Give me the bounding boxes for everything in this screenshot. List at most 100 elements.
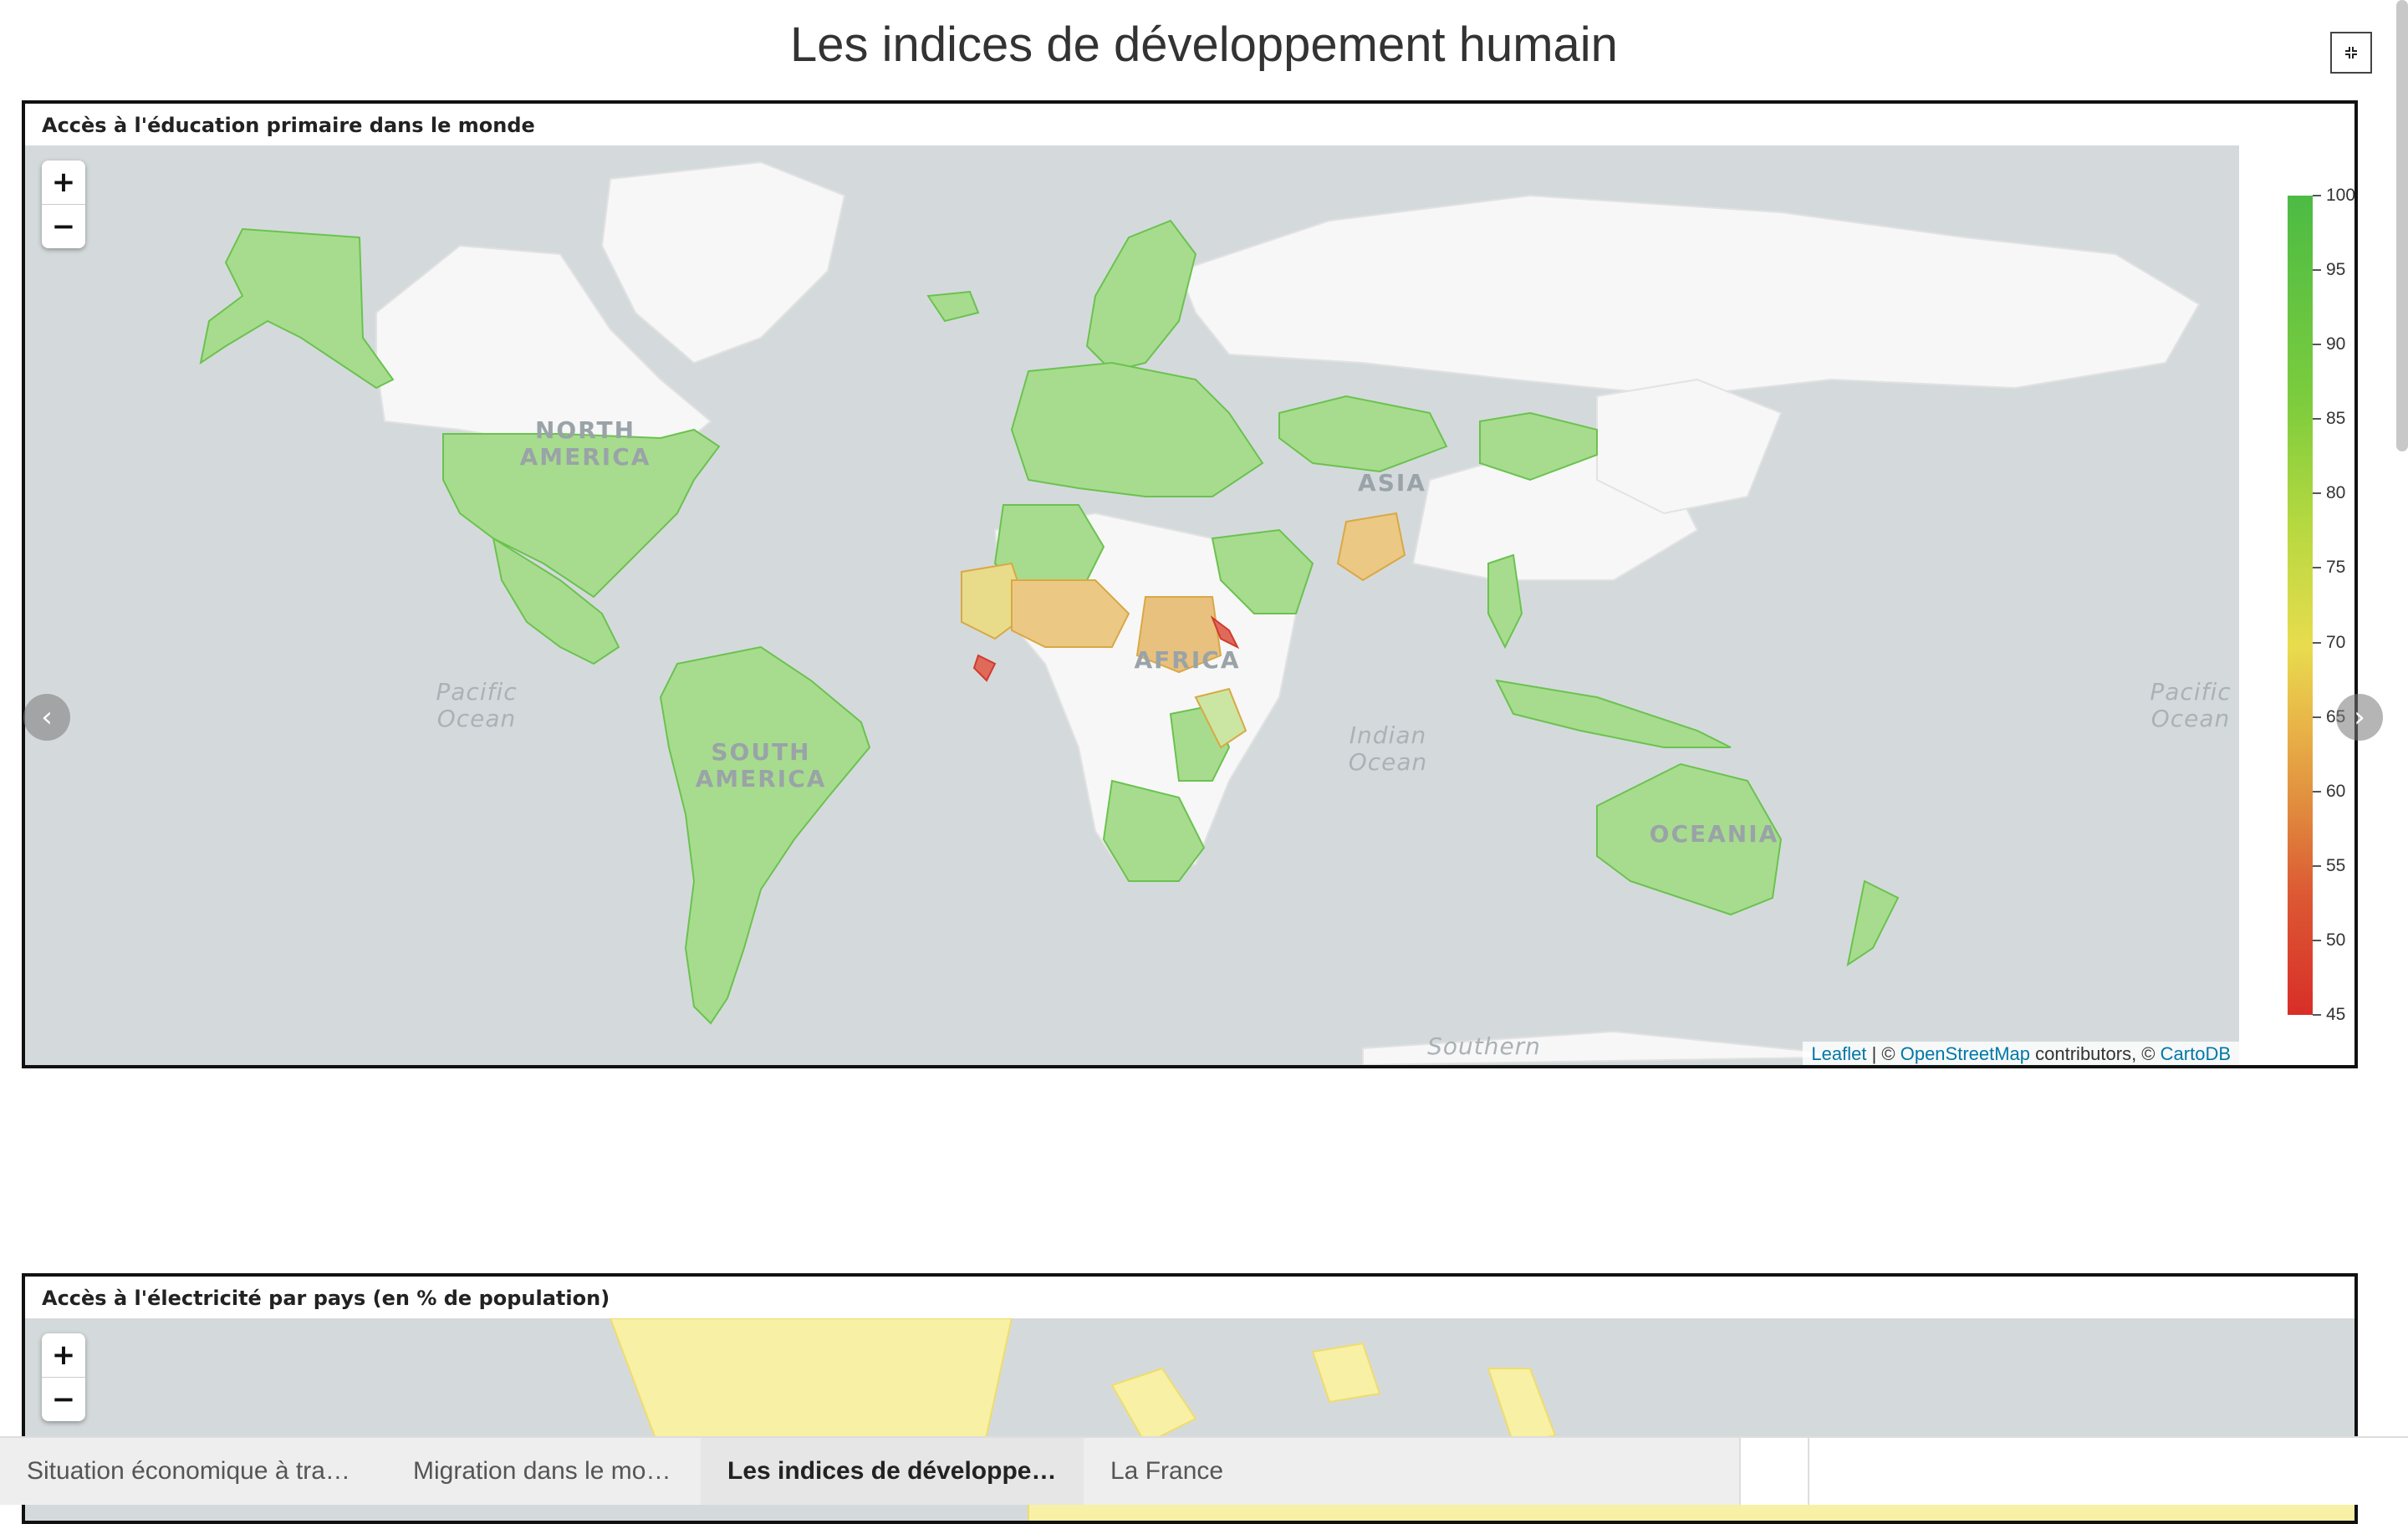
leaflet-link[interactable]: Leaflet [1811, 1043, 1867, 1064]
world-map-svg [199, 161, 2201, 1065]
tab-indices-developpement[interactable]: Les indices de développeme… [701, 1438, 1084, 1505]
legend-label: 60 [2326, 781, 2346, 801]
continent-label-south-america: SOUTH AMERICA [677, 739, 844, 793]
scandinavia-shape [1085, 219, 1197, 373]
tab-situation-economique[interactable]: Situation économique à trave… [27, 1457, 377, 1485]
zoom-out-button-2[interactable]: − [42, 1377, 85, 1421]
legend-tick [2313, 344, 2321, 346]
zoom-control: + − [42, 161, 85, 248]
label-line: Ocean [2150, 705, 2231, 732]
label-line: Pacific [2150, 678, 2232, 706]
tab-bar-empty-area [1739, 1438, 2408, 1505]
attribution-contrib: contributors, © [2030, 1043, 2161, 1064]
label-line: Ocean [1348, 748, 1428, 776]
zoom-in-button[interactable]: + [51, 166, 76, 199]
attribution-sep: | © [1866, 1043, 1900, 1064]
map-attribution: Leaflet | © OpenStreetMap contributors, … [1803, 1042, 2239, 1065]
legend-tick [2313, 567, 2321, 569]
china-shape [1596, 378, 1783, 515]
zoom-out-button[interactable]: − [42, 204, 85, 248]
zoom-control-2: + − [42, 1333, 85, 1421]
indonesia-shape [1495, 679, 1732, 748]
chevron-right-icon[interactable]: › [2336, 694, 2383, 741]
legend-tick [2313, 641, 2321, 644]
label-line: AMERICA [695, 765, 827, 793]
collapse-glyph [2345, 47, 2357, 59]
legend-tick [2313, 269, 2321, 272]
legend-label: 50 [2326, 930, 2346, 950]
legend-tick [2313, 418, 2321, 421]
label-line: Pacific [436, 678, 518, 706]
tab-migration[interactable]: Migration dans le monde [413, 1457, 688, 1485]
mali-niger-shape [1011, 579, 1130, 648]
label-line: Indian [1349, 721, 1427, 749]
tab-la-france[interactable]: La France [1110, 1457, 1224, 1485]
ocean-label-southern: Southern [1427, 1032, 1541, 1060]
color-legend: 1009590858075706560555045 [2258, 154, 2354, 1065]
tab-bar: Situation économique à trave… Migration … [0, 1436, 2408, 1505]
europe-shape [1010, 361, 1264, 497]
continent-label-africa: AFRICA [1134, 646, 1241, 674]
cartodb-link[interactable]: CartoDB [2160, 1043, 2231, 1064]
legend-label: 70 [2326, 632, 2346, 652]
iceland-shape [926, 290, 980, 323]
se-asia-shape [1487, 553, 1523, 650]
eritrea-shape [1210, 615, 1240, 650]
kazakhstan-shape [1278, 395, 1448, 473]
legend-label: 75 [2326, 558, 2346, 578]
zoom-in-button-2[interactable]: + [51, 1338, 76, 1372]
ocean-label-pacific-left: Pacific Ocean [401, 679, 552, 732]
new-zealand-shape [1846, 879, 1900, 967]
legend-tick [2313, 195, 2321, 196]
central-africa-light-shape [1194, 687, 1247, 749]
panel-title-electricity: Accès à l'électricité par pays (en % de … [42, 1287, 610, 1310]
legend-label: 100 [2326, 186, 2356, 205]
mongolia-shape [1479, 411, 1598, 482]
legend-tick [2313, 716, 2321, 718]
australia-shape [1596, 762, 1783, 916]
legend-label: 85 [2326, 409, 2346, 429]
legend-tick [2313, 492, 2321, 495]
label-line: NORTH [534, 416, 636, 444]
panel-title-education: Accès à l'éducation primaire dans le mon… [42, 114, 535, 137]
arctic-island-2-shape [1311, 1342, 1381, 1404]
continent-label-oceania: OCEANIA [1649, 820, 1779, 848]
continent-label-asia: ASIA [1358, 469, 1426, 497]
page-title: Les indices de développement humain [790, 18, 1618, 72]
legend-tick [2313, 790, 2321, 793]
ocean-label-indian: Indian Ocean [1313, 722, 1463, 776]
osm-link[interactable]: OpenStreetMap [1900, 1043, 2031, 1064]
legend-label: 95 [2326, 260, 2346, 280]
saudi-shape [1211, 528, 1314, 614]
page-scrollbar[interactable] [2396, 0, 2408, 451]
greenland-shape [600, 161, 846, 364]
liberia-shape [972, 654, 997, 682]
usa-shape [442, 428, 721, 599]
ocean-label-pacific-right: Pacific Ocean [2115, 679, 2239, 732]
russia-shape [1177, 194, 2201, 398]
arctic-island-shape [1110, 1367, 1197, 1445]
alaska-shape [199, 227, 395, 390]
pakistan-shape [1336, 512, 1406, 582]
legend-color-bar [2288, 196, 2313, 1015]
tab-divider [1808, 1438, 1809, 1505]
label-line: Ocean [436, 705, 517, 732]
legend-label: 55 [2326, 855, 2346, 875]
chevron-left-icon[interactable]: ‹ [23, 694, 70, 741]
legend-tick [2313, 864, 2321, 867]
legend-tick [2313, 1014, 2321, 1016]
sudan-shape [1135, 596, 1222, 674]
education-map[interactable]: NORTH AMERICA SOUTH AMERICA AFRICA ASIA … [25, 145, 2239, 1065]
collapse-icon[interactable] [2330, 32, 2372, 74]
mexico-shape [492, 536, 620, 665]
legend-tick [2313, 939, 2321, 941]
arctic-island-3-shape [1487, 1368, 1557, 1445]
southern-africa-shape [1102, 779, 1206, 882]
continent-label-north-america: NORTH AMERICA [502, 417, 669, 471]
label-line: SOUTH [711, 738, 811, 766]
education-map-panel: Accès à l'éducation primaire dans le mon… [22, 100, 2358, 1068]
legend-label: 90 [2326, 334, 2346, 354]
legend-label: 80 [2326, 483, 2346, 503]
south-america-shape [659, 645, 871, 1025]
legend-label: 45 [2326, 1005, 2346, 1024]
